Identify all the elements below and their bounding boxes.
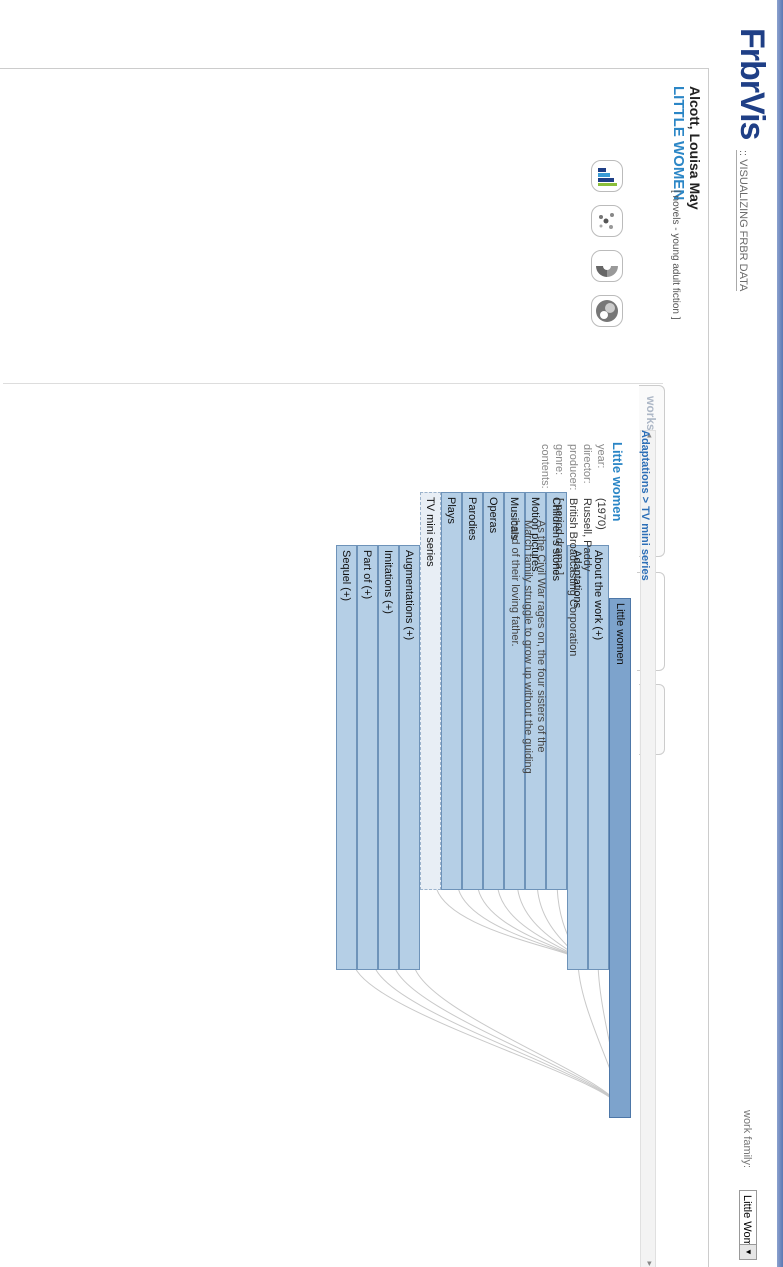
field-label: genre:: [553, 444, 565, 476]
tree-root-node[interactable]: Little women: [609, 598, 631, 1118]
detail-field-year: year: (1970): [595, 444, 607, 530]
field-value: British Broadcasting Corporation: [567, 498, 579, 657]
field-label: contents:: [539, 444, 551, 489]
detail-field-contents: contents:: [539, 444, 551, 489]
tree-node-about-the-work[interactable]: About the work (+): [588, 545, 609, 970]
detail-field-genre: genre: [ period drama ]: [553, 444, 565, 575]
scatter-plot-icon[interactable]: [591, 205, 623, 237]
field-value: Russell, Paddy: [581, 498, 593, 572]
tree-node-plays[interactable]: Plays: [441, 492, 462, 890]
tree-node-label: Operas: [487, 497, 499, 534]
tree-node-augmentations[interactable]: Augmentations (+): [399, 545, 420, 970]
tree-node-label: Imitations (+): [382, 550, 394, 614]
tree-node-parodies[interactable]: Parodies: [462, 492, 483, 890]
field-label: producer:: [567, 444, 579, 491]
tree-node-label: Parodies: [466, 497, 478, 541]
circle-pack-icon[interactable]: [591, 295, 623, 327]
tree-node-operas[interactable]: Operas: [483, 492, 504, 890]
tree-node-imitations[interactable]: Imitations (+): [378, 545, 399, 970]
field-value: (1970): [595, 498, 607, 530]
tree-node-label: Sequel (+): [340, 550, 352, 602]
bar-chart-icon[interactable]: [591, 160, 623, 192]
tree-node-label: Augmentations (+): [403, 550, 415, 641]
detail-contents-text: As the Civil War rages on, the four sist…: [509, 520, 547, 774]
tree-node-label: Part of (+): [361, 550, 373, 600]
tree-node-part-of[interactable]: Part of (+): [357, 545, 378, 970]
detail-field-director: director: Russell, Paddy: [581, 444, 593, 571]
field-label: year:: [595, 444, 607, 469]
breadcrumb[interactable]: Adaptations > TV mini series: [639, 430, 651, 581]
field-value: [ period drama ]: [553, 498, 565, 576]
field-label: director:: [581, 444, 593, 484]
tree-root-label: Little women: [614, 603, 626, 665]
radial-chart-icon[interactable]: [591, 250, 623, 282]
tree-node-label: TV mini series: [424, 497, 436, 567]
tree-node-label: About the work (+): [592, 550, 604, 641]
detail-title: Little women: [610, 442, 625, 522]
tree-node-tv-mini-series[interactable]: TV mini series: [420, 492, 441, 890]
tree-node-sequel[interactable]: Sequel (+): [336, 545, 357, 970]
detail-field-producer: producer: British Broadcasting Corporatio…: [567, 444, 579, 656]
tree-node-label: Plays: [445, 497, 457, 524]
